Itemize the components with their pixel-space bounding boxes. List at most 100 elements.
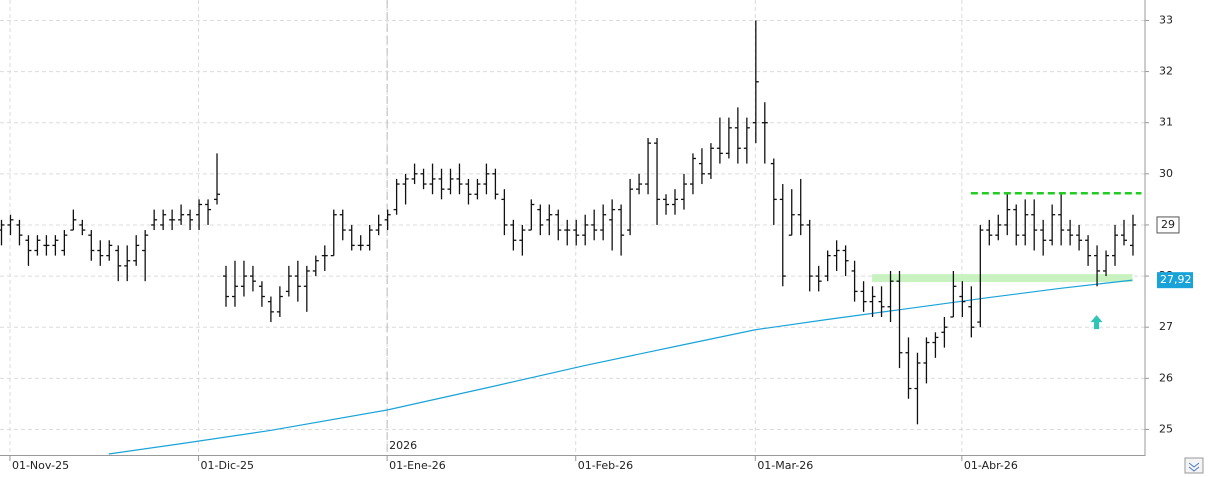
ohlc-bar <box>438 168 445 200</box>
ohlc-bar <box>896 270 903 369</box>
ohlc-bar <box>276 286 283 317</box>
ohlc-bar <box>851 260 858 302</box>
y-tick-label: 27 <box>1159 320 1173 333</box>
ohlc-bar <box>833 240 840 271</box>
ohlc-bar <box>339 209 346 241</box>
ohlc-bar <box>231 260 238 307</box>
ohlc-bar <box>609 199 616 251</box>
ohlc-bar <box>187 209 194 231</box>
ohlc-bar <box>716 117 723 164</box>
ohlc-bar <box>860 281 867 312</box>
ohlc-bar <box>824 250 831 282</box>
ohlc-bar <box>312 255 319 277</box>
ohlc-bar <box>806 219 813 292</box>
ohlc-bar <box>743 117 750 164</box>
ma-price-box <box>1157 272 1193 289</box>
x-tick-label: 01-Ene-26 <box>389 459 446 472</box>
x-tick-label: 01-Dic-25 <box>201 459 255 472</box>
ohlc-bar <box>43 235 50 256</box>
ohlc-bar <box>7 214 14 236</box>
up-arrow <box>1090 315 1103 330</box>
ohlc-bar <box>672 189 678 215</box>
ohlc-bar <box>1022 199 1029 246</box>
ohlc-bar <box>591 209 598 241</box>
ohlc-bar <box>788 189 795 236</box>
ohlc-bar <box>941 316 948 348</box>
ohlc-bar <box>528 199 535 231</box>
ohlc-bar <box>1031 199 1038 251</box>
ohlc-bar <box>842 245 849 277</box>
ohlc-bar <box>429 163 436 195</box>
ohlc-bar <box>357 235 364 251</box>
ohlc-bar <box>285 265 292 297</box>
ohlc-bar <box>501 189 508 236</box>
ohlc-bar <box>384 209 391 231</box>
ohlc-bar <box>402 173 409 205</box>
y-tick-label: 31 <box>1159 116 1173 129</box>
ohlc-bar <box>959 281 966 317</box>
ohlc-bar <box>205 199 212 225</box>
ohlc-bar <box>303 265 310 312</box>
ohlc-bar <box>79 219 86 236</box>
ohlc-bar <box>1085 235 1092 266</box>
ohlc-bar <box>124 245 131 282</box>
ohlc-bar <box>779 184 786 287</box>
ohlc-bar <box>25 235 32 266</box>
ohlc-bar <box>698 148 705 185</box>
ohlc-bar <box>61 230 68 256</box>
ohlc-bar <box>1121 219 1127 246</box>
ohlc-bar <box>905 337 912 399</box>
ohlc-bar <box>474 178 481 200</box>
ohlc-bar <box>1094 245 1101 287</box>
ohlc-bar <box>483 163 490 195</box>
ohlc-bar <box>106 240 113 261</box>
last-price-label: 29 <box>1161 218 1175 231</box>
ohlc-bar <box>240 260 247 297</box>
ohlc-bar <box>510 219 517 251</box>
ohlc-bar <box>465 178 472 205</box>
ohlc-bar <box>968 286 975 338</box>
ohlc-bar <box>986 219 993 246</box>
ohlc-bar <box>645 138 652 195</box>
ohlc-bar <box>734 107 741 164</box>
scroll-button[interactable] <box>1184 457 1204 474</box>
ohlc-bar <box>627 178 634 236</box>
ohlc-bar <box>636 173 643 195</box>
ohlc-bar <box>456 163 463 195</box>
ohlc-bar <box>1112 224 1119 266</box>
ma-price-label: 27,92 <box>1160 273 1192 286</box>
ohlc-bar <box>1067 219 1074 246</box>
ohlc-bar <box>34 235 41 256</box>
ohlc-bar <box>600 204 607 241</box>
x-tick-label: 01-Mar-26 <box>757 459 813 472</box>
ohlc-bar <box>169 209 176 231</box>
ohlc-bar <box>618 204 625 256</box>
x-tick-label: 01-Nov-25 <box>12 459 69 472</box>
ohlc-bar <box>555 209 562 241</box>
ohlc-bar <box>223 265 229 307</box>
ohlc-bar <box>663 194 670 215</box>
ohlc-bar <box>214 153 221 205</box>
ohlc-bar <box>294 260 301 302</box>
ohlc-bar <box>393 178 400 215</box>
y-tick-label: 25 <box>1159 422 1173 435</box>
ohlc-bar <box>770 158 777 225</box>
ohlc-bar <box>680 173 687 210</box>
ohlc-bar <box>151 209 158 231</box>
scroll-icon <box>1188 462 1200 472</box>
ohlc-bar <box>1076 224 1083 251</box>
y-tick-label: 33 <box>1159 13 1173 26</box>
ohlc-bar <box>447 168 454 195</box>
ohlc-bar <box>923 337 930 384</box>
ohlc-bar <box>1049 204 1056 246</box>
ohlc-bar <box>70 209 77 231</box>
ohlc-bar <box>133 235 140 266</box>
ohlc-bar <box>1040 219 1047 256</box>
ohlc-bar <box>321 245 328 271</box>
ohlc-bar <box>249 265 256 292</box>
y-tick-label: 26 <box>1159 371 1173 384</box>
ohlc-bar <box>178 204 185 225</box>
